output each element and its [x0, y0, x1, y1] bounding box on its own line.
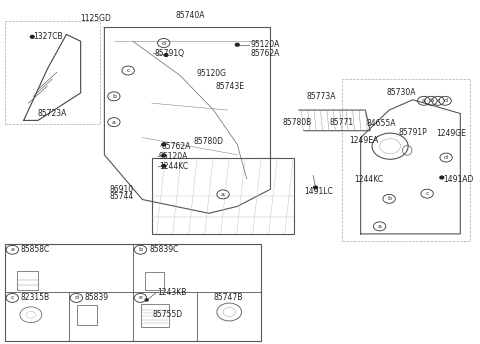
Text: 85723A: 85723A [38, 109, 67, 118]
Text: 85780B: 85780B [282, 118, 312, 127]
Bar [152, 158, 294, 234]
Text: c: c [436, 98, 440, 103]
Bar [5, 21, 100, 124]
Text: 85740A: 85740A [175, 11, 204, 20]
Text: 95120A: 95120A [250, 40, 279, 49]
Text: 1243KB: 1243KB [157, 288, 187, 297]
Circle shape [162, 164, 166, 167]
Text: b: b [387, 196, 391, 201]
Text: 1249GE: 1249GE [437, 129, 467, 138]
Text: b: b [138, 247, 143, 252]
Text: 1327CB: 1327CB [33, 32, 63, 41]
Text: 95120G: 95120G [197, 69, 227, 78]
Text: b: b [112, 94, 116, 99]
Text: 85858C: 85858C [21, 245, 50, 254]
Circle shape [313, 186, 317, 189]
Text: c: c [11, 295, 14, 300]
Text: 85773A: 85773A [306, 92, 336, 101]
Text: 85839C: 85839C [149, 245, 179, 254]
Text: 85780D: 85780D [194, 137, 224, 146]
Text: 85791P: 85791P [398, 128, 427, 137]
Bar [77, 305, 97, 325]
Text: 85755D: 85755D [153, 310, 183, 319]
Text: 1491LC: 1491LC [304, 187, 333, 196]
Bar [342, 79, 470, 241]
Circle shape [162, 143, 166, 146]
Text: d: d [444, 155, 448, 160]
Text: 85839: 85839 [85, 293, 109, 302]
Text: 1491AD: 1491AD [443, 175, 473, 184]
Bar [5, 244, 261, 341]
Circle shape [440, 176, 444, 179]
Text: 85762A: 85762A [250, 49, 279, 58]
Bar [17, 270, 38, 290]
Text: e: e [139, 295, 143, 300]
Circle shape [30, 35, 34, 38]
Text: d: d [162, 41, 166, 45]
Text: 85744: 85744 [109, 192, 133, 201]
Text: a: a [11, 247, 14, 252]
Text: 86910: 86910 [109, 185, 133, 194]
Text: 85771: 85771 [330, 118, 354, 127]
Bar [145, 271, 164, 290]
Text: 84655A: 84655A [367, 119, 396, 128]
Text: a: a [221, 192, 225, 197]
Text: 85730A: 85730A [387, 88, 416, 97]
Text: a: a [378, 224, 382, 229]
Text: 95120A: 95120A [159, 152, 188, 161]
Text: c: c [126, 68, 130, 73]
Text: d: d [443, 98, 447, 103]
Text: 85747B: 85747B [213, 293, 242, 302]
Text: 1249EA: 1249EA [349, 136, 378, 145]
Text: 85791Q: 85791Q [154, 49, 184, 58]
Text: a: a [422, 98, 426, 103]
Text: 82315B: 82315B [21, 293, 50, 302]
Text: 85762A: 85762A [161, 142, 191, 151]
Text: 85743E: 85743E [216, 82, 245, 90]
Text: 1244KC: 1244KC [355, 175, 384, 184]
Circle shape [145, 299, 148, 301]
Circle shape [164, 54, 168, 56]
Text: 1244KC: 1244KC [159, 162, 188, 171]
Circle shape [162, 154, 166, 157]
Text: 1125GD: 1125GD [81, 14, 111, 23]
Bar [142, 304, 169, 327]
Circle shape [235, 43, 239, 46]
Text: a: a [112, 120, 116, 125]
Text: b: b [429, 98, 433, 103]
Text: d: d [74, 295, 78, 300]
Text: c: c [425, 191, 429, 196]
